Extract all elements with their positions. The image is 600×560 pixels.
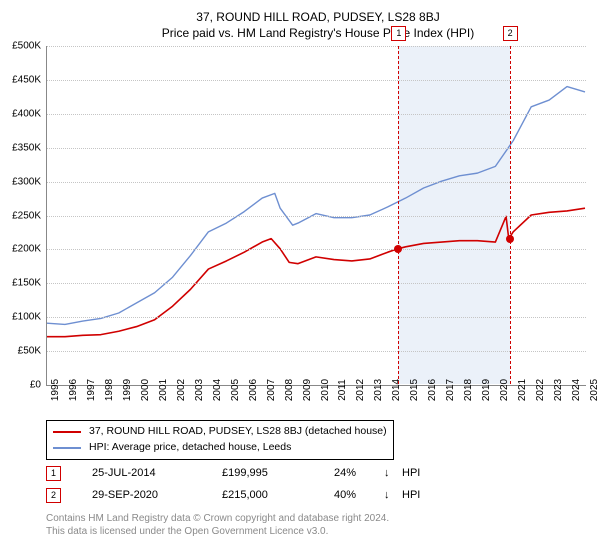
x-axis-label: 2001 — [158, 379, 169, 401]
transaction-dot — [506, 235, 514, 243]
footer-line: Contains HM Land Registry data © Crown c… — [46, 512, 389, 525]
y-axis-label: £250K — [0, 210, 41, 221]
x-axis-label: 2017 — [445, 379, 456, 401]
y-axis-label: £450K — [0, 74, 41, 85]
y-axis-label: £50K — [0, 346, 41, 357]
transaction-pct: 40% — [334, 489, 384, 501]
y-axis-label: £200K — [0, 244, 41, 255]
legend-item: HPI: Average price, detached house, Leed… — [53, 440, 387, 456]
x-axis-label: 2020 — [499, 379, 510, 401]
chart-title-address: 37, ROUND HILL ROAD, PUDSEY, LS28 8BJ — [46, 10, 590, 24]
chart-marker-icon: 1 — [391, 26, 406, 41]
x-axis-label: 2022 — [535, 379, 546, 401]
legend-item: 37, ROUND HILL ROAD, PUDSEY, LS28 8BJ (d… — [53, 424, 387, 440]
x-axis-label: 2015 — [409, 379, 420, 401]
transactions-table: 1 25-JUL-2014 £199,995 24% ↓ HPI 2 29-SE… — [46, 462, 442, 506]
transaction-date: 25-JUL-2014 — [92, 467, 222, 479]
x-axis-label: 2013 — [373, 379, 384, 401]
legend-label: 37, ROUND HILL ROAD, PUDSEY, LS28 8BJ (d… — [89, 424, 387, 440]
x-axis-label: 2014 — [391, 379, 402, 401]
x-axis-label: 2000 — [140, 379, 151, 401]
footer-line: This data is licensed under the Open Gov… — [46, 525, 389, 538]
x-axis-label: 2012 — [355, 379, 366, 401]
footer-attribution: Contains HM Land Registry data © Crown c… — [46, 512, 389, 538]
x-axis-label: 2016 — [427, 379, 438, 401]
transaction-price: £199,995 — [222, 467, 334, 479]
legend: 37, ROUND HILL ROAD, PUDSEY, LS28 8BJ (d… — [46, 420, 394, 460]
x-axis-label: 2019 — [481, 379, 492, 401]
x-axis-label: 2003 — [194, 379, 205, 401]
transaction-dot — [394, 245, 402, 253]
transaction-date: 29-SEP-2020 — [92, 489, 222, 501]
x-axis-label: 1995 — [50, 379, 61, 401]
x-axis-label: 2004 — [212, 379, 223, 401]
marker-icon: 2 — [46, 488, 61, 503]
x-axis-label: 2021 — [517, 379, 528, 401]
y-axis-label: £300K — [0, 176, 41, 187]
marker-icon: 1 — [46, 466, 61, 481]
x-axis-label: 1997 — [86, 379, 97, 401]
x-axis-label: 2006 — [248, 379, 259, 401]
x-axis-label: 2024 — [571, 379, 582, 401]
y-axis-label: £350K — [0, 142, 41, 153]
legend-swatch — [53, 447, 81, 449]
table-row: 1 25-JUL-2014 £199,995 24% ↓ HPI — [46, 462, 442, 484]
table-row: 2 29-SEP-2020 £215,000 40% ↓ HPI — [46, 484, 442, 506]
chart-marker-icon: 2 — [503, 26, 518, 41]
x-axis-label: 1996 — [68, 379, 79, 401]
x-axis-label: 2025 — [589, 379, 600, 401]
legend-swatch — [53, 431, 81, 433]
x-axis-label: 2007 — [266, 379, 277, 401]
x-axis-label: 2005 — [230, 379, 241, 401]
chart-plot: £0£50K£100K£150K£200K£250K£300K£350K£400… — [46, 46, 586, 386]
arrow-down-icon: ↓ — [384, 467, 402, 479]
transaction-price: £215,000 — [222, 489, 334, 501]
x-axis-label: 1998 — [104, 379, 115, 401]
x-axis-label: 2008 — [284, 379, 295, 401]
legend-label: HPI: Average price, detached house, Leed… — [89, 440, 291, 456]
x-axis-label: 2018 — [463, 379, 474, 401]
y-axis-label: £500K — [0, 41, 41, 52]
transaction-vs: HPI — [402, 467, 442, 479]
y-axis-label: £0 — [0, 380, 41, 391]
y-axis-label: £400K — [0, 108, 41, 119]
transaction-vs: HPI — [402, 489, 442, 501]
x-axis-label: 1999 — [122, 379, 133, 401]
x-axis-label: 2023 — [553, 379, 564, 401]
transaction-pct: 24% — [334, 467, 384, 479]
x-axis-label: 2002 — [176, 379, 187, 401]
x-axis-label: 2009 — [302, 379, 313, 401]
x-axis-label: 2011 — [337, 379, 348, 401]
arrow-down-icon: ↓ — [384, 489, 402, 501]
x-axis-label: 2010 — [320, 379, 331, 401]
y-axis-label: £150K — [0, 278, 41, 289]
y-axis-label: £100K — [0, 312, 41, 323]
